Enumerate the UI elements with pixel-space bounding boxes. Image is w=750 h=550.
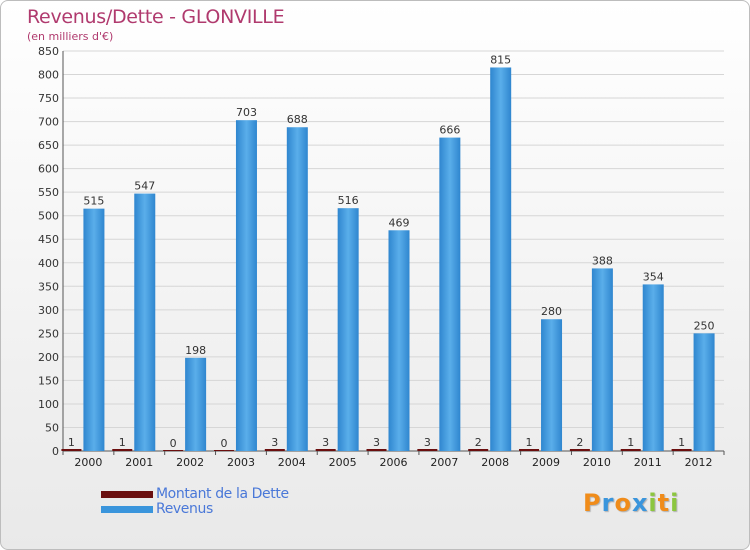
data-label-dette: 3 (322, 436, 329, 449)
legend-label-revenus: Revenus (156, 501, 213, 517)
legend-swatch-dette (101, 491, 153, 498)
x-tick-label: 2008 (481, 456, 509, 469)
x-tick-label: 2003 (227, 456, 255, 469)
logo-letter: t (657, 489, 671, 517)
x-tick-label: 2009 (532, 456, 560, 469)
x-tick-label: 2012 (685, 456, 713, 469)
bar-revenus (693, 333, 715, 451)
legend-swatch-revenus (101, 506, 153, 513)
data-label-revenus: 280 (541, 305, 562, 318)
bar-dette (264, 449, 285, 451)
y-tick-label: 200 (38, 351, 59, 364)
bar-dette (620, 449, 641, 451)
bar-dette (671, 449, 692, 451)
y-tick-label: 550 (38, 186, 59, 199)
chart-title: Revenus/Dette - GLONVILLE (27, 6, 285, 28)
bar-revenus (591, 268, 613, 451)
y-tick-label: 650 (38, 139, 59, 152)
y-tick-label: 500 (38, 210, 59, 223)
legend-label-dette: Montant de la Dette (156, 486, 289, 502)
data-label-revenus: 198 (185, 344, 206, 357)
data-label-dette: 3 (424, 436, 431, 449)
bar-revenus (642, 284, 664, 451)
proxiti-logo: Proxiti (583, 489, 679, 517)
bar-dette (468, 449, 489, 451)
y-tick-label: 400 (38, 257, 59, 270)
bar-dette (519, 449, 540, 451)
data-label-dette: 1 (68, 436, 75, 449)
data-label-dette: 1 (526, 436, 533, 449)
data-label-revenus: 666 (439, 124, 460, 137)
x-tick-label: 2010 (583, 456, 611, 469)
y-tick-label: 150 (38, 374, 59, 387)
bar-dette (315, 449, 336, 451)
data-label-dette: 1 (119, 436, 126, 449)
data-label-dette: 0 (170, 437, 177, 450)
data-label-dette: 0 (220, 437, 227, 450)
bar-dette (213, 450, 234, 451)
bar-revenus (337, 208, 359, 451)
data-label-revenus: 515 (83, 195, 104, 208)
data-label-revenus: 516 (338, 194, 359, 207)
data-label-dette: 1 (678, 436, 685, 449)
data-label-revenus: 703 (236, 106, 257, 119)
data-label-dette: 1 (627, 436, 634, 449)
y-tick-label: 300 (38, 304, 59, 317)
logo-letter: P (583, 489, 602, 517)
bar-dette (163, 450, 184, 451)
data-label-revenus: 250 (694, 319, 715, 332)
data-label-dette: 3 (271, 436, 278, 449)
data-label-revenus: 469 (389, 216, 410, 229)
y-tick-label: 100 (38, 398, 59, 411)
data-label-dette: 2 (475, 436, 482, 449)
bar-dette (417, 449, 438, 451)
bar-revenus (286, 127, 308, 451)
bar-revenus (83, 208, 105, 451)
x-tick-label: 2007 (430, 456, 458, 469)
y-tick-label: 600 (38, 163, 59, 176)
y-tick-label: 800 (38, 69, 59, 82)
data-label-dette: 2 (576, 436, 583, 449)
bar-revenus (185, 357, 207, 451)
bar-revenus (388, 230, 410, 451)
x-tick-label: 2002 (176, 456, 204, 469)
bar-revenus (541, 319, 563, 451)
y-tick-label: 0 (52, 445, 59, 458)
logo-letter: i (648, 489, 658, 517)
y-tick-label: 850 (38, 45, 59, 58)
logo-letter: o (614, 489, 632, 517)
data-label-revenus: 388 (592, 254, 613, 267)
data-label-revenus: 354 (643, 270, 664, 283)
bar-revenus (439, 137, 461, 451)
y-tick-label: 700 (38, 116, 59, 129)
data-label-revenus: 547 (134, 180, 155, 193)
x-tick-label: 2004 (278, 456, 306, 469)
x-tick-label: 2011 (634, 456, 662, 469)
x-tick-label: 2000 (74, 456, 102, 469)
logo-letter: x (631, 489, 649, 517)
bar-revenus (490, 67, 512, 452)
logo-letter: i (670, 489, 680, 517)
logo-letter: r (601, 489, 615, 517)
bar-dette (112, 449, 133, 451)
y-tick-label: 750 (38, 92, 59, 105)
bar-dette (569, 449, 590, 451)
y-tick-label: 350 (38, 280, 59, 293)
bar-dette (61, 449, 82, 451)
x-tick-label: 2006 (380, 456, 408, 469)
y-tick-label: 450 (38, 233, 59, 246)
x-tick-label: 2001 (125, 456, 153, 469)
y-tick-label: 50 (45, 421, 59, 434)
bar-revenus (235, 120, 257, 452)
bar-dette (366, 449, 387, 451)
y-tick-label: 250 (38, 327, 59, 340)
x-tick-label: 2005 (329, 456, 357, 469)
data-label-dette: 3 (373, 436, 380, 449)
bar-revenus (134, 193, 156, 451)
data-label-revenus: 688 (287, 113, 308, 126)
chart-subtitle: (en milliers d'€) (27, 30, 114, 43)
data-label-revenus: 815 (490, 53, 511, 66)
